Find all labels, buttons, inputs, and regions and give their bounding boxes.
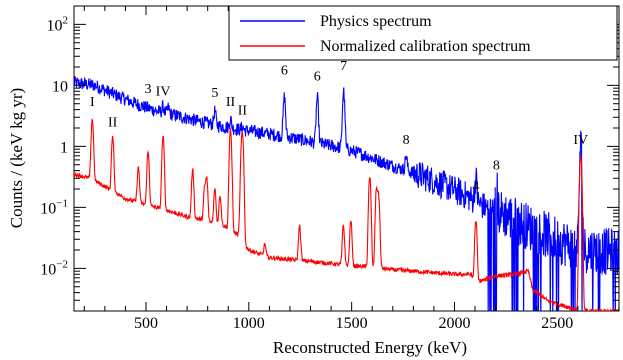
physics-spectrum-line: [74, 76, 619, 311]
peak-label: 5: [211, 86, 218, 101]
legend-label-calibration: Normalized calibration spectrum: [320, 38, 531, 55]
x-axis-title: Reconstructed Energy (keV): [273, 338, 467, 357]
x-tick-label: 500: [134, 315, 158, 332]
peak-label: 8: [493, 158, 500, 173]
x-tick-label: 1000: [233, 315, 265, 332]
legend-box: [228, 5, 618, 61]
x-tick-label: 1500: [336, 315, 368, 332]
peak-label: 4: [472, 179, 479, 194]
y-tick-label: 102: [47, 14, 69, 34]
legend: Physics spectrum Normalized calibration …: [228, 5, 618, 61]
peak-label: 6: [281, 64, 288, 79]
peak-label: II: [108, 116, 118, 131]
y-tick-label: 1: [60, 139, 68, 156]
peak-label: IV: [573, 133, 588, 148]
y-tick-label: 10−2: [40, 258, 68, 278]
y-axis-title: Counts / (keV kg yr): [7, 88, 26, 228]
peak-label: 6: [314, 70, 321, 85]
peak-label: I: [90, 95, 95, 110]
y-axis: 10−2 10−1 1 10 102: [40, 5, 619, 312]
series-layer: [74, 76, 619, 311]
peak-label: 8: [403, 133, 410, 148]
peak-label: 3: [145, 82, 152, 97]
x-tick-label: 2000: [438, 315, 470, 332]
peak-label: IV: [156, 85, 171, 100]
y-tick-label: 10: [52, 78, 68, 95]
calibration-spectrum-line: [74, 118, 619, 311]
legend-label-physics: Physics spectrum: [320, 13, 432, 30]
peak-label: II: [238, 104, 248, 119]
peak-label: II: [226, 95, 236, 110]
x-tick-label: 2500: [541, 315, 573, 332]
y-tick-label: 10−1: [40, 197, 68, 217]
peak-label: 7: [340, 59, 347, 74]
